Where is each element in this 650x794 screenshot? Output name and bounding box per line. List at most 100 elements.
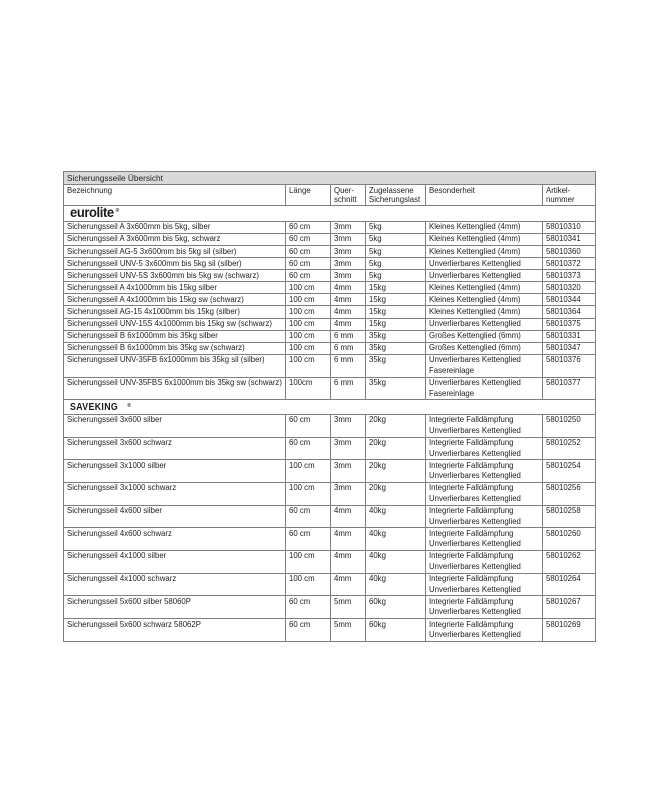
cell-laenge: 60 cm bbox=[285, 269, 331, 283]
cell-besonderheit: Kleines Kettenglied (4mm) bbox=[425, 281, 543, 295]
cell-laenge: 100 cm bbox=[285, 329, 331, 343]
cell-laenge: 60 cm bbox=[285, 220, 331, 234]
brand-cell: SAVEKING ® bbox=[62, 399, 597, 415]
cell-besonderheit: Großes Kettenglied (6mm) bbox=[425, 341, 543, 355]
table-title-row: Sicherungsseile Übersicht bbox=[62, 171, 597, 185]
cell-artikelnummer: 58010344 bbox=[541, 293, 597, 307]
cell-querschnitt: 3mm bbox=[330, 257, 366, 271]
table-row: Sicherungsseil 4x1000 schwarz 100 cm 4mm… bbox=[63, 572, 597, 597]
cell-laenge: 100 cm bbox=[285, 317, 331, 331]
cell-bezeichnung: Sicherungsseil UNV-5 3x600mm bis 5kg sil… bbox=[63, 257, 286, 271]
cell-sicherungslast: 35kg bbox=[365, 329, 426, 343]
col-header-laenge: Länge bbox=[285, 184, 331, 206]
cell-artikelnummer: 58010376 bbox=[541, 353, 597, 378]
cell-bezeichnung: Sicherungsseil A 4x1000mm bis 15kg silbe… bbox=[63, 281, 286, 295]
col-header-besonderheit: Besonderheit bbox=[425, 184, 543, 206]
cell-sicherungslast: 15kg bbox=[365, 305, 426, 319]
cell-querschnitt: 4mm bbox=[330, 305, 366, 319]
cell-querschnitt: 6 mm bbox=[330, 376, 366, 401]
col-header-querschnitt: Quer- schnitt bbox=[330, 184, 366, 206]
cell-querschnitt: 3mm bbox=[330, 220, 366, 234]
cell-sicherungslast: 20kg bbox=[365, 436, 426, 461]
cell-laenge: 60 cm bbox=[285, 595, 331, 619]
table-row: Sicherungsseil 3x1000 schwarz 100 cm 3mm… bbox=[63, 481, 597, 506]
cell-besonderheit: Kleines Kettenglied (4mm) bbox=[425, 293, 543, 307]
cell-artikelnummer: 58010269 bbox=[541, 618, 597, 642]
cell-besonderheit: Unverlierbares Kettenglied bbox=[425, 269, 543, 283]
cell-laenge: 100 cm bbox=[285, 549, 331, 574]
table-row: Sicherungsseil AG-5 3x600mm bis 5kg sil … bbox=[63, 244, 597, 259]
col-header-sicherungslast: Zugelassene Sicherungslast bbox=[365, 184, 426, 206]
cell-sicherungslast: 20kg bbox=[365, 481, 426, 506]
cell-bezeichnung: Sicherungsseil 3x1000 silber bbox=[63, 459, 286, 483]
cell-querschnitt: 3mm bbox=[330, 436, 366, 461]
cell-bezeichnung: Sicherungsseil 3x600 schwarz bbox=[63, 436, 286, 461]
cell-laenge: 60 cm bbox=[285, 436, 331, 461]
cell-besonderheit: Integrierte Falldämpfung Unverlierbares … bbox=[425, 618, 543, 642]
cell-bezeichnung: Sicherungsseil 4x1000 schwarz bbox=[63, 572, 286, 597]
cell-querschnitt: 3mm bbox=[330, 244, 366, 259]
table-row: Sicherungsseil A 4x1000mm bis 15kg sw (s… bbox=[63, 293, 597, 307]
table-row: Sicherungsseil B 6x1000mm bis 35kg sw (s… bbox=[63, 341, 597, 355]
table-row: Sicherungsseil B 6x1000mm bis 35kg silbe… bbox=[63, 329, 597, 343]
cell-querschnitt: 4mm bbox=[330, 549, 366, 574]
cell-querschnitt: 5mm bbox=[330, 618, 366, 642]
cell-bezeichnung: Sicherungsseil A 3x600mm bis 5kg, silber bbox=[63, 220, 286, 234]
cell-laenge: 60 cm bbox=[285, 618, 331, 642]
cell-sicherungslast: 40kg bbox=[365, 527, 426, 551]
cell-artikelnummer: 58010262 bbox=[541, 549, 597, 574]
cell-bezeichnung: Sicherungsseil AG-15 4x1000mm bis 15kg (… bbox=[63, 305, 286, 319]
cell-querschnitt: 4mm bbox=[330, 527, 366, 551]
table-header-row: Bezeichnung Länge Quer- schnitt Zugelass… bbox=[63, 184, 597, 206]
table-row: Sicherungsseil UNV-5 3x600mm bis 5kg sil… bbox=[63, 257, 597, 271]
cell-sicherungslast: 20kg bbox=[365, 413, 426, 438]
brand-cell: eurolite ® bbox=[62, 204, 597, 222]
cell-artikelnummer: 58010372 bbox=[541, 257, 597, 271]
table-row: Sicherungsseil 3x1000 silber 100 cm 3mm … bbox=[63, 459, 597, 483]
cell-laenge: 60 cm bbox=[285, 257, 331, 271]
cell-laenge: 100 cm bbox=[285, 341, 331, 355]
cell-querschnitt: 3mm bbox=[330, 459, 366, 483]
registered-trademark-icon: ® bbox=[115, 208, 120, 215]
products-table: Sicherungsseile Übersicht Bezeichnung Lä… bbox=[62, 171, 597, 642]
cell-querschnitt: 6 mm bbox=[330, 353, 366, 378]
cell-besonderheit: Unverlierbares Kettenglied bbox=[425, 317, 543, 331]
cell-besonderheit: Integrierte Falldämpfung Unverlierbares … bbox=[425, 413, 543, 438]
cell-bezeichnung: Sicherungsseil B 6x1000mm bis 35kg silbe… bbox=[63, 329, 286, 343]
cell-besonderheit: Integrierte Falldämpfung Unverlierbares … bbox=[425, 572, 543, 597]
table-row: Sicherungsseil 3x600 schwarz 60 cm 3mm 2… bbox=[63, 436, 597, 461]
cell-sicherungslast: 35kg bbox=[365, 353, 426, 378]
cell-artikelnummer: 58010252 bbox=[541, 436, 597, 461]
table-row: Sicherungsseil 4x1000 silber 100 cm 4mm … bbox=[63, 549, 597, 574]
cell-artikelnummer: 58010260 bbox=[541, 527, 597, 551]
col-header-artikelnummer: Artikel- nummer bbox=[541, 184, 597, 206]
cell-querschnitt: 3mm bbox=[330, 413, 366, 438]
cell-artikelnummer: 58010341 bbox=[541, 232, 597, 247]
table-body: Sicherungsseile Übersicht Bezeichnung Lä… bbox=[62, 171, 597, 642]
cell-bezeichnung: Sicherungsseil B 6x1000mm bis 35kg sw (s… bbox=[63, 341, 286, 355]
cell-besonderheit: Kleines Kettenglied (4mm) bbox=[425, 232, 543, 247]
brand-logo: SAVEKING bbox=[70, 401, 119, 414]
cell-besonderheit: Integrierte Falldämpfung Unverlierbares … bbox=[425, 549, 543, 574]
cell-bezeichnung: Sicherungsseil 3x1000 schwarz bbox=[63, 481, 286, 506]
cell-laenge: 100 cm bbox=[285, 572, 331, 597]
cell-artikelnummer: 58010250 bbox=[541, 413, 597, 438]
cell-artikelnummer: 58010373 bbox=[541, 269, 597, 283]
cell-querschnitt: 6 mm bbox=[330, 341, 366, 355]
cell-sicherungslast: 35kg bbox=[365, 341, 426, 355]
table-row: Sicherungsseil UNV-35FB 6x1000mm bis 35k… bbox=[63, 353, 597, 378]
cell-artikelnummer: 58010264 bbox=[541, 572, 597, 597]
cell-sicherungslast: 20kg bbox=[365, 459, 426, 483]
cell-artikelnummer: 58010258 bbox=[541, 504, 597, 529]
cell-besonderheit: Integrierte Falldämpfung Unverlierbares … bbox=[425, 481, 543, 506]
cell-bezeichnung: Sicherungsseil UNV-5S 3x600mm bis 5kg sw… bbox=[63, 269, 286, 283]
cell-querschnitt: 3mm bbox=[330, 481, 366, 506]
cell-besonderheit: Kleines Kettenglied (4mm) bbox=[425, 305, 543, 319]
table-row: Sicherungsseil A 3x600mm bis 5kg, silber… bbox=[63, 220, 597, 234]
cell-besonderheit: Integrierte Falldämpfung Unverlierbares … bbox=[425, 436, 543, 461]
cell-querschnitt: 3mm bbox=[330, 232, 366, 247]
cell-artikelnummer: 58010256 bbox=[541, 481, 597, 506]
cell-bezeichnung: Sicherungsseil UNV-15S 4x1000mm bis 15kg… bbox=[63, 317, 286, 331]
cell-besonderheit: Unverlierbares Kettenglied bbox=[425, 257, 543, 271]
